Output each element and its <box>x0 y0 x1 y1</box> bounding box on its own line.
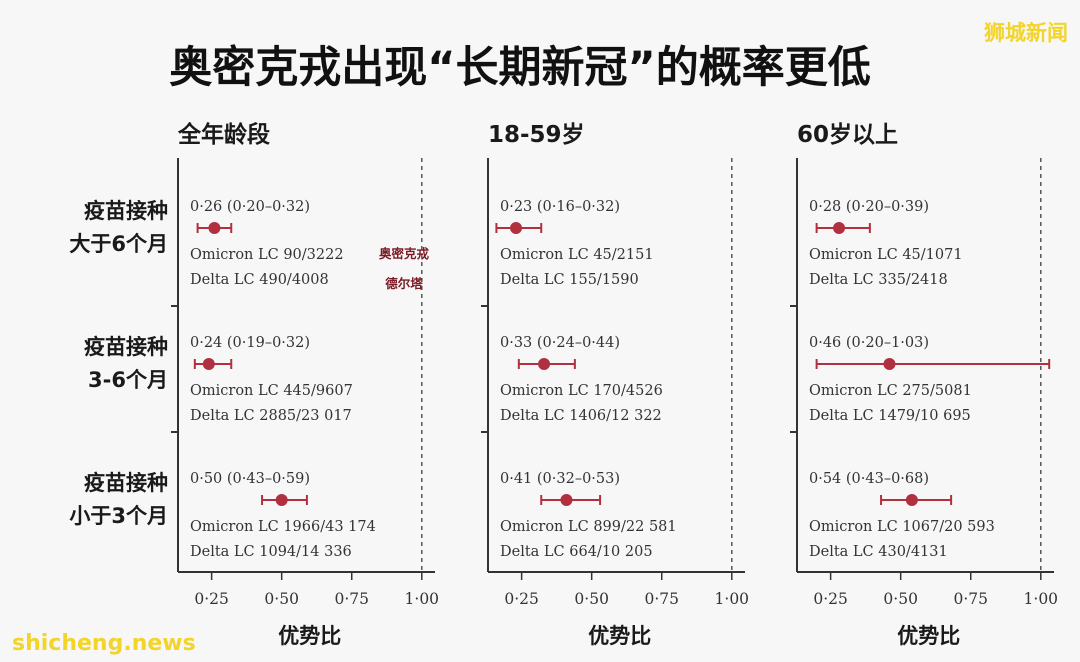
row-label-line2: 3-6个月 <box>88 368 168 392</box>
omicron-count-label: Omicron LC 90/3222 <box>190 247 344 263</box>
x-tick-label: 1·00 <box>1024 590 1059 608</box>
odds-ratio-point <box>833 222 846 234</box>
x-axis-label: 优势比 <box>278 624 341 648</box>
odds-ratio-point <box>510 222 523 234</box>
forest-panel: 18-59岁 0·25 0·50 0·75 1·00 优势比 0·23 (0·16–0·32… <box>481 121 749 648</box>
forest-panel: 60岁以上 0·25 0·50 0·75 1·00 优势比 0·28 (0·20–0·39)… <box>790 121 1058 648</box>
delta-count-label: Delta LC 490/4008 <box>190 272 329 288</box>
panel-title: 18-59岁 <box>488 121 585 148</box>
delta-count-label: Delta LC 2885/23 017 <box>190 408 352 424</box>
x-tick-label: 0·25 <box>813 590 848 608</box>
omicron-count-label: Omicron LC 445/9607 <box>190 383 353 399</box>
omicron-count-label: Omicron LC 45/2151 <box>500 247 654 263</box>
figure-title: 奥密克戎出现“长期新冠”的概率更低 <box>169 43 871 93</box>
annotation-delta: 德尔塔 <box>385 276 423 291</box>
ci-label: 0·26 (0·20–0·32) <box>190 199 310 215</box>
x-tick-label: 1·00 <box>405 590 440 608</box>
omicron-count-label: Omicron LC 170/4526 <box>500 383 663 399</box>
delta-count-label: Delta LC 1406/12 322 <box>500 408 662 424</box>
watermark-top-right: 狮城新闻 <box>984 21 1068 45</box>
x-tick-label: 0·50 <box>264 590 299 608</box>
odds-ratio-point <box>905 494 918 506</box>
x-tick-label: 0·75 <box>334 590 369 608</box>
omicron-count-label: Omicron LC 45/1071 <box>809 247 963 263</box>
odds-ratio-point <box>202 358 215 370</box>
watermark-bottom-left: shicheng.news <box>12 631 196 656</box>
forest-panel: 全年龄段 0·25 0·50 0·75 1·00 优势比 0·26 (0·20–0·32) O… <box>171 121 439 648</box>
x-tick-label: 0·50 <box>574 590 609 608</box>
ci-label: 0·46 (0·20–1·03) <box>809 335 929 351</box>
annotation-omicron: 奥密克戎 <box>379 246 430 261</box>
ci-label: 0·24 (0·19–0·32) <box>190 335 310 351</box>
ci-label: 0·33 (0·24–0·44) <box>500 335 620 351</box>
odds-ratio-point <box>883 358 896 370</box>
x-axis-label: 优势比 <box>588 624 651 648</box>
odds-ratio-point <box>560 494 573 506</box>
row-label-line1: 疫苗接种 <box>84 199 168 223</box>
row-label-line2: 大于6个月 <box>69 232 168 256</box>
panel-title: 全年龄段 <box>177 121 270 148</box>
omicron-count-label: Omicron LC 1067/20 593 <box>809 519 995 535</box>
odds-ratio-point <box>275 494 288 506</box>
omicron-count-label: Omicron LC 1966/43 174 <box>190 519 376 535</box>
delta-count-label: Delta LC 430/4131 <box>809 544 948 560</box>
row-label-line1: 疫苗接种 <box>84 471 168 495</box>
omicron-count-label: Omicron LC 275/5081 <box>809 383 972 399</box>
row-label-line2: 小于3个月 <box>69 504 168 528</box>
x-tick-label: 1·00 <box>715 590 750 608</box>
x-tick-label: 0·25 <box>194 590 229 608</box>
ci-label: 0·23 (0·16–0·32) <box>500 199 620 215</box>
delta-count-label: Delta LC 1094/14 336 <box>190 544 352 560</box>
panel-title: 60岁以上 <box>797 121 898 148</box>
ci-label: 0·54 (0·43–0·68) <box>809 471 929 487</box>
ci-label: 0·50 (0·43–0·59) <box>190 471 310 487</box>
row-label-line1: 疫苗接种 <box>84 335 168 359</box>
delta-count-label: Delta LC 335/2418 <box>809 272 948 288</box>
ci-label: 0·28 (0·20–0·39) <box>809 199 929 215</box>
panels-layer: 全年龄段 0·25 0·50 0·75 1·00 优势比 0·26 (0·20–0·32) O… <box>171 121 1058 648</box>
omicron-count-label: Omicron LC 899/22 581 <box>500 519 677 535</box>
x-axis-label: 优势比 <box>897 624 960 648</box>
delta-count-label: Delta LC 1479/10 695 <box>809 408 971 424</box>
odds-ratio-point <box>538 358 551 370</box>
x-tick-label: 0·75 <box>953 590 988 608</box>
delta-count-label: Delta LC 664/10 205 <box>500 544 653 560</box>
x-tick-label: 0·50 <box>883 590 918 608</box>
delta-count-label: Delta LC 155/1590 <box>500 272 639 288</box>
x-tick-label: 0·75 <box>644 590 679 608</box>
ci-label: 0·41 (0·32–0·53) <box>500 471 620 487</box>
odds-ratio-point <box>208 222 221 234</box>
x-tick-label: 0·25 <box>504 590 539 608</box>
